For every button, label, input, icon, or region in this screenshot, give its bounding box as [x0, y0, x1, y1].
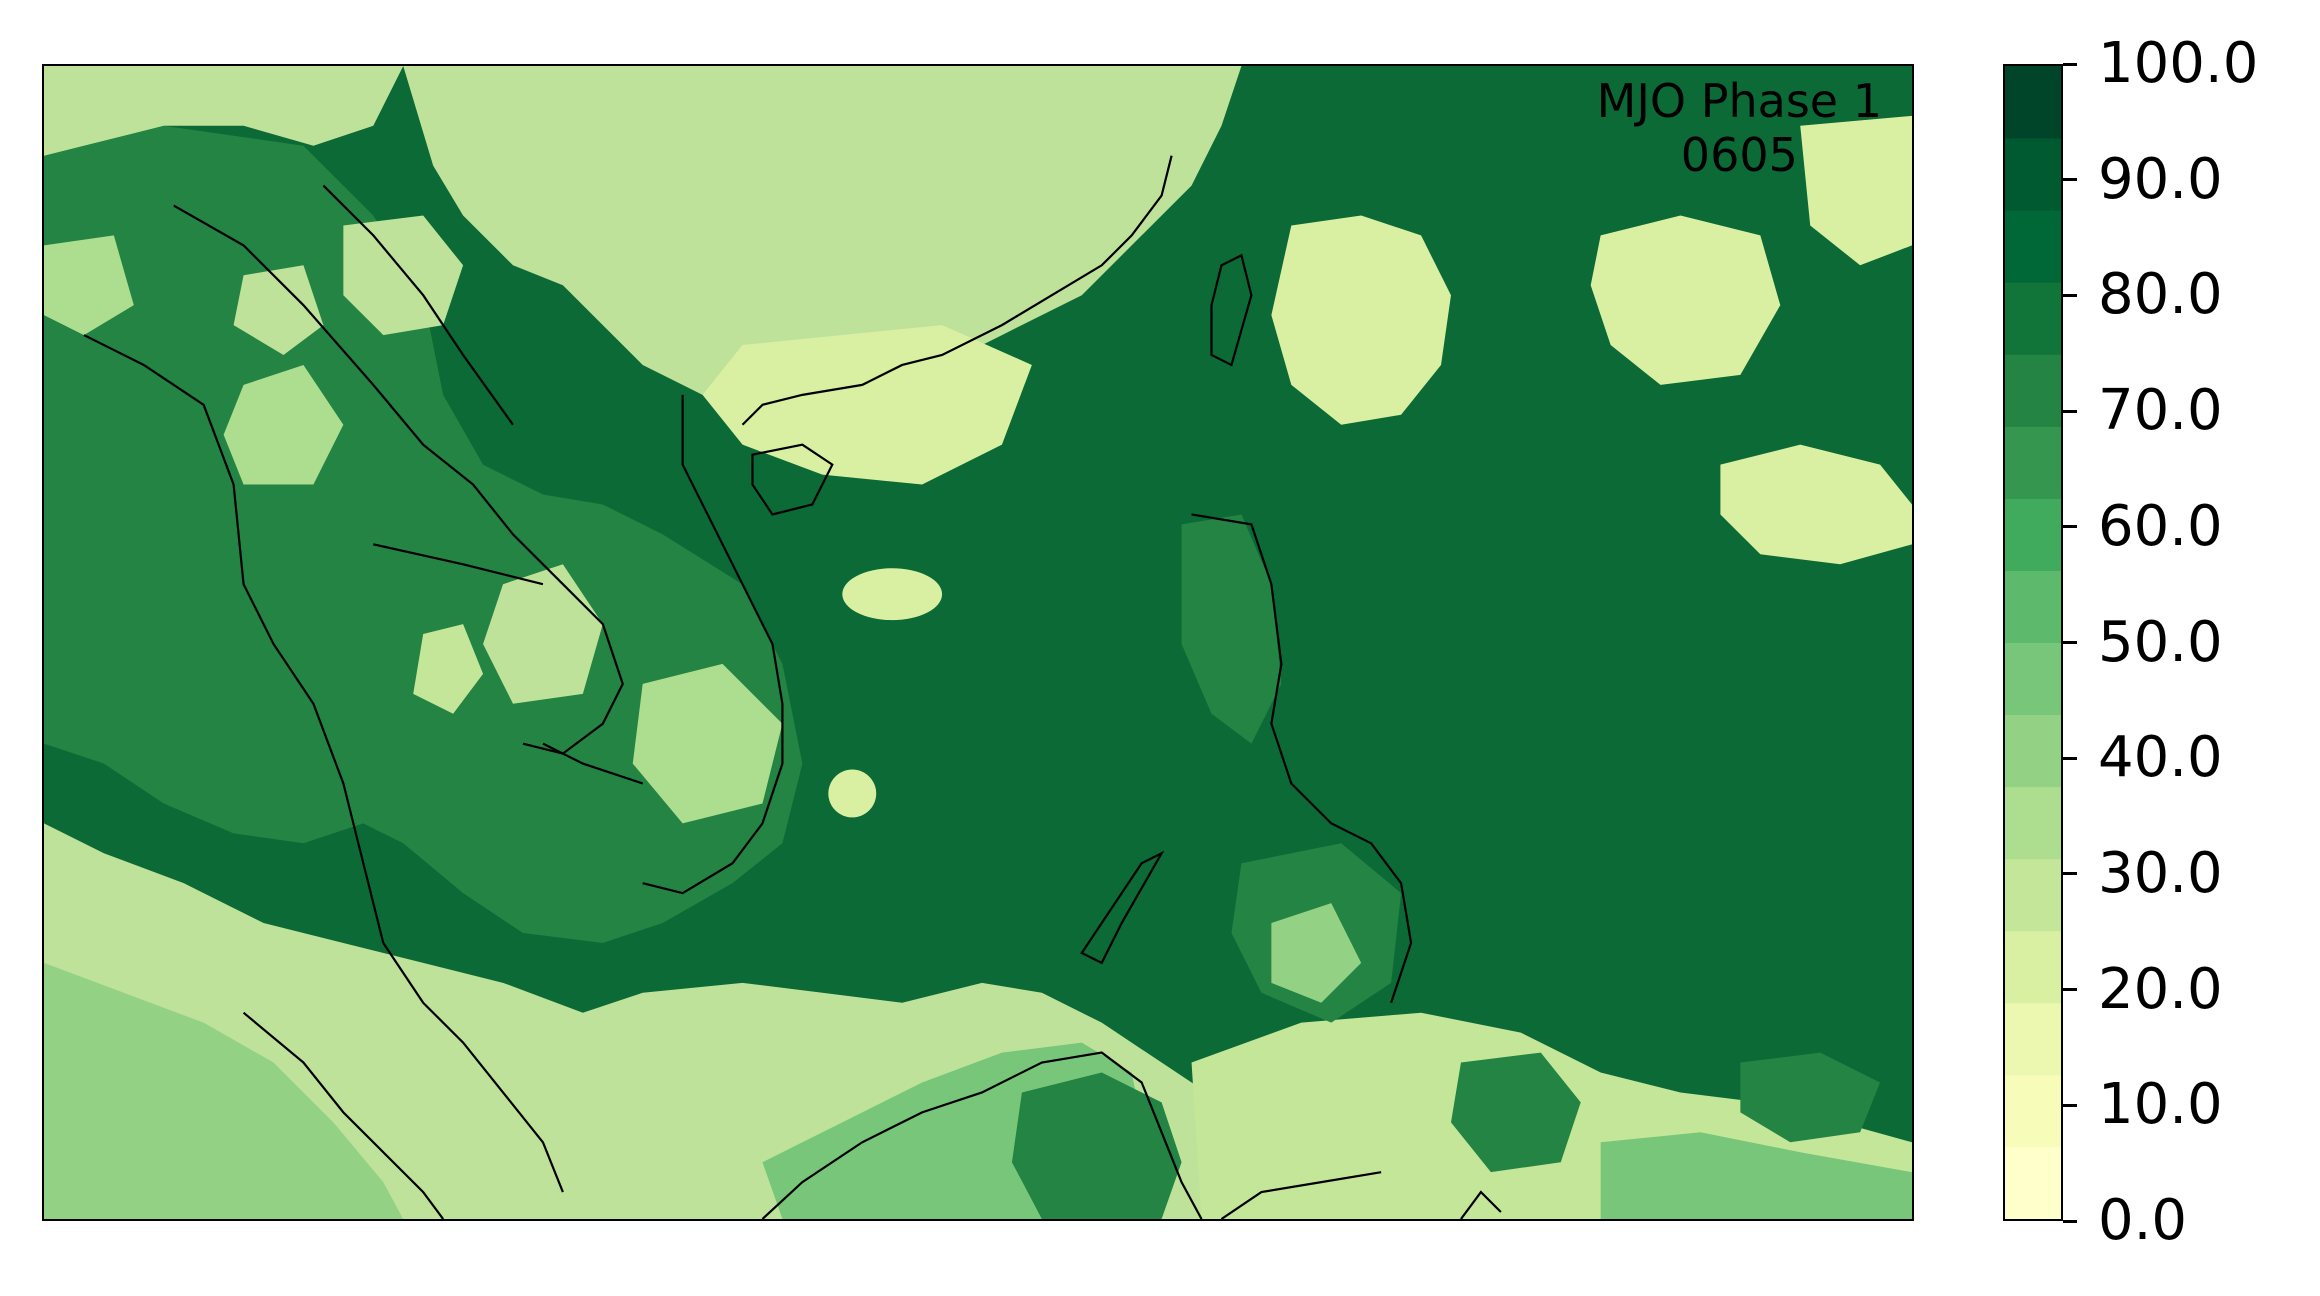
region-light-patch-5 — [632, 663, 783, 824]
colorbar-segment — [2005, 1146, 2061, 1219]
coastline-palawan — [1080, 850, 1165, 965]
colorbar-tick-label: 20.0 — [2098, 956, 2223, 1022]
colorbar-tick — [2063, 62, 2077, 66]
region-light-patch-6 — [233, 265, 324, 355]
map-title-line2: 0605 — [1680, 128, 1798, 182]
colorbar-tick — [2063, 756, 2077, 760]
coastline-myanmar — [83, 334, 385, 944]
colorbar-gradient — [2005, 66, 2061, 1219]
colorbar-tick — [2063, 988, 2077, 992]
colorbar-tick — [2063, 178, 2077, 182]
region-light-patch-7 — [44, 235, 134, 336]
colorbar-tick-label: 80.0 — [2098, 262, 2223, 328]
colorbar-tick-label: 60.0 — [2098, 493, 2223, 559]
border-3 — [373, 543, 544, 586]
colorbar-segment — [2005, 714, 2061, 788]
colorbar-segment — [2005, 570, 2061, 643]
region-light-patch-2 — [223, 364, 344, 485]
colorbar-segment — [2005, 1002, 2061, 1076]
map-title-line1: MJO Phase 1 — [1596, 74, 1882, 128]
colorbar-segment — [2005, 426, 2061, 499]
colorbar-tick — [2063, 872, 2077, 876]
region-pac-light-3 — [1720, 444, 1912, 565]
region-light-patch-4 — [413, 624, 484, 714]
colorbar-segment — [2005, 282, 2061, 355]
coastline-china — [741, 155, 1173, 426]
colorbar-tick-label: 10.0 — [2098, 1072, 2223, 1138]
colorbar-tick — [2063, 293, 2077, 297]
colorbar-tick-label: 40.0 — [2098, 725, 2223, 791]
coastline-philippines — [1191, 513, 1413, 1004]
region-light-patch-3 — [483, 564, 603, 704]
region-nw-light — [44, 66, 404, 156]
colorbar-segment — [2005, 858, 2061, 932]
colorbar-segment — [2005, 66, 2061, 139]
coastlines — [83, 155, 1502, 1219]
coastline-borneo — [761, 1051, 1203, 1219]
region-pac-light-1 — [1271, 215, 1451, 425]
coastline-sulawesi — [1220, 1171, 1382, 1219]
colorbar-tick — [2063, 525, 2077, 529]
map-title: MJO Phase 1 0605 — [1597, 74, 1882, 182]
region-pac-light-2 — [1590, 215, 1781, 385]
region-south-medium — [44, 962, 404, 1219]
colorbar-tick — [2063, 409, 2077, 413]
region-pac-light-5 — [1141, 66, 1222, 126]
border-2 — [322, 184, 514, 426]
colorbar-segment — [2005, 498, 2061, 571]
region-borneo-dark — [1011, 1072, 1182, 1219]
colorbar-tick — [2063, 1103, 2077, 1107]
colorbar-tick-label: 100.0 — [2098, 31, 2259, 96]
colorbar-tick-label: 70.0 — [2098, 378, 2223, 444]
ocean-light-spot-2 — [828, 769, 877, 818]
colorbar-segment — [2005, 210, 2061, 283]
colorbar-tick-label: 50.0 — [2098, 609, 2223, 675]
coastline-taiwan — [1210, 253, 1253, 367]
region-china-lighter — [702, 325, 1032, 485]
coastline-vietnam — [642, 394, 784, 895]
region-mindanao-light — [1271, 903, 1362, 1003]
colorbar-tick — [2063, 1219, 2077, 1223]
colorbar-tick-label: 30.0 — [2098, 840, 2223, 906]
probability-map — [44, 66, 1912, 1219]
region-se-patch — [1450, 1052, 1581, 1173]
colorbar-segment — [2005, 354, 2061, 427]
region-se-mid — [1600, 1132, 1912, 1219]
colorbar-segment — [2005, 786, 2061, 860]
region-se-patch-2 — [1740, 1052, 1881, 1143]
map-panel: MJO Phase 1 0605 — [42, 64, 1914, 1221]
region-pac-light-4 — [1800, 115, 1912, 266]
coastline-sumatra — [242, 1011, 445, 1219]
colorbar-segment — [2005, 138, 2061, 211]
region-light-patch-1 — [343, 215, 464, 336]
colorbar-tick-label: 90.0 — [2098, 146, 2223, 212]
coastline-indochina-inner — [372, 384, 624, 755]
region-indochina — [44, 125, 803, 943]
border-4 — [542, 742, 644, 785]
colorbar-tick-label: 0.0 — [2098, 1188, 2188, 1253]
colorbar-segment — [2005, 642, 2061, 716]
colorbar-tick — [2063, 641, 2077, 644]
border-1 — [173, 204, 375, 386]
coastline-timor — [1460, 1190, 1502, 1219]
region-china-light — [403, 66, 1242, 405]
coastline-malay — [382, 942, 564, 1193]
ocean-light-spot-1 — [842, 568, 943, 621]
coastline-hainan — [751, 443, 834, 516]
colorbar-segment — [2005, 930, 2061, 1004]
colorbar-segment — [2005, 1074, 2061, 1148]
region-philippines — [1181, 514, 1282, 744]
colorbar — [2003, 64, 2063, 1221]
